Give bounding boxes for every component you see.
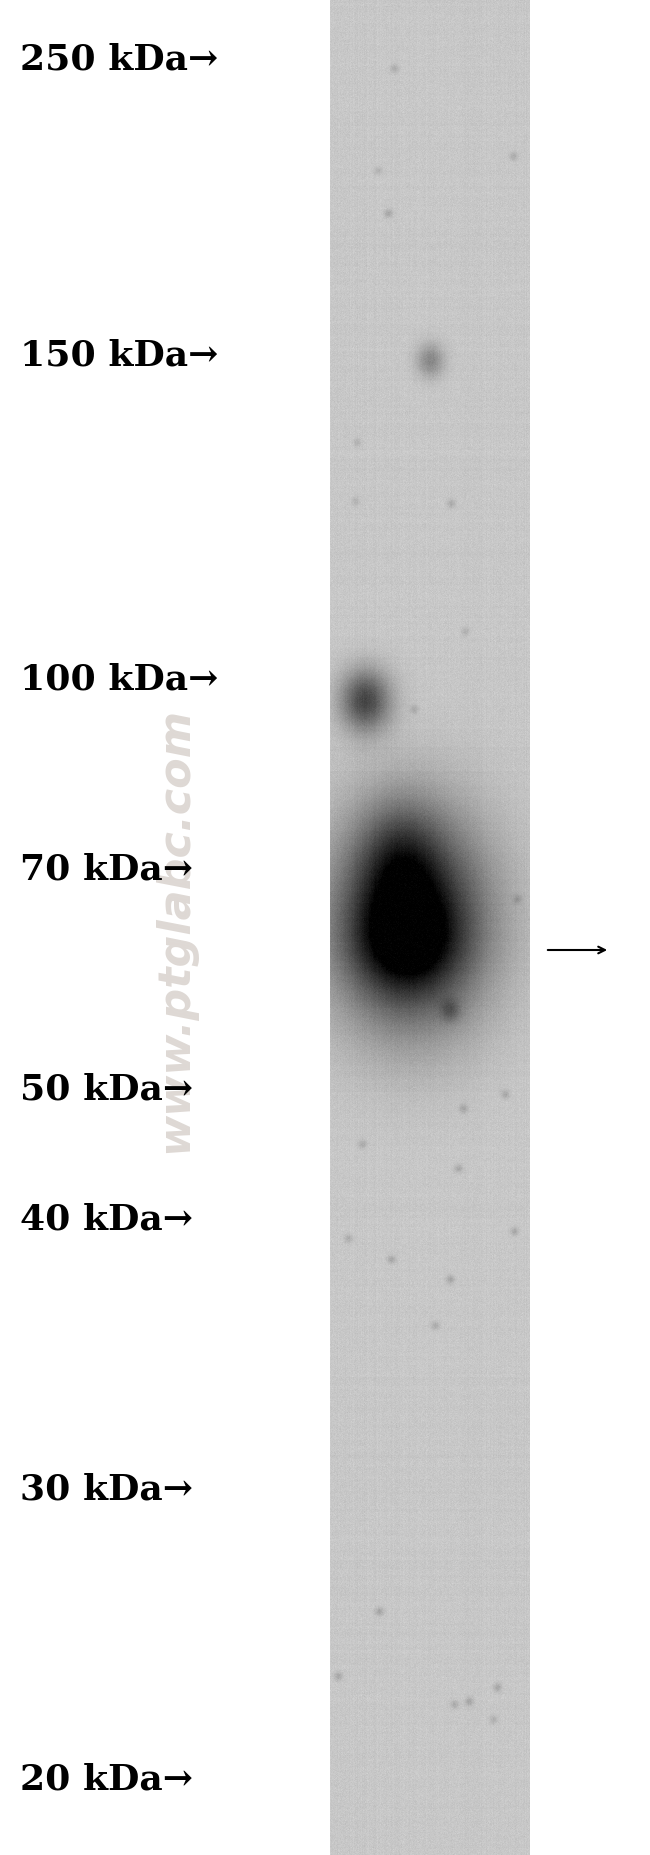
Text: 20 kDa→: 20 kDa→ <box>20 1762 193 1797</box>
Text: 100 kDa→: 100 kDa→ <box>20 662 218 697</box>
Text: 40 kDa→: 40 kDa→ <box>20 1204 193 1237</box>
Text: 150 kDa→: 150 kDa→ <box>20 338 218 373</box>
Text: 250 kDa→: 250 kDa→ <box>20 43 218 78</box>
Text: 70 kDa→: 70 kDa→ <box>20 853 193 887</box>
Text: 30 kDa→: 30 kDa→ <box>20 1473 193 1506</box>
Text: 50 kDa→: 50 kDa→ <box>20 1072 193 1107</box>
Text: www.ptglabc.com: www.ptglabc.com <box>153 707 196 1154</box>
